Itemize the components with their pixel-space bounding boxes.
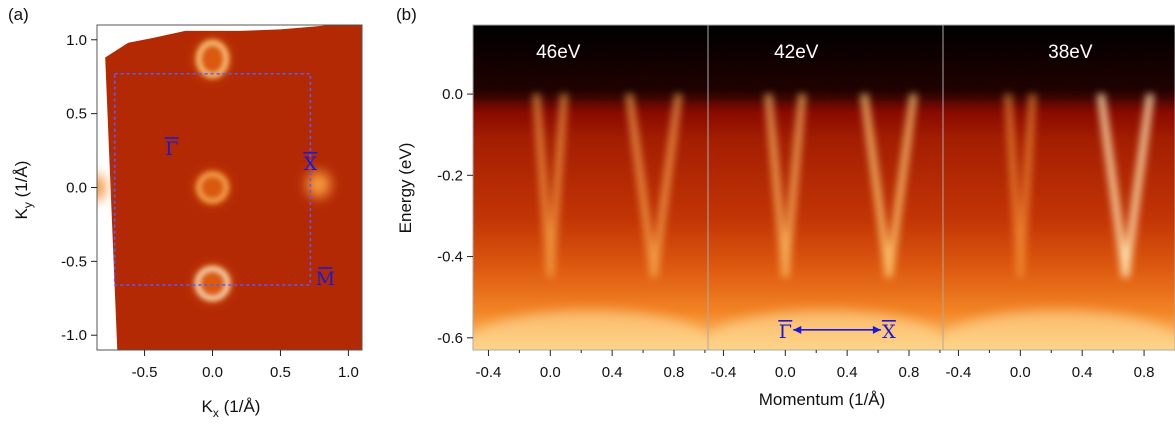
x-tick-label: -0.5 bbox=[132, 364, 158, 381]
fermi-pocket-glow bbox=[196, 172, 229, 203]
fermi-pocket-spot bbox=[306, 171, 331, 198]
path-endpoint-label: X bbox=[882, 321, 896, 343]
x-tick-label: 0.8 bbox=[1134, 364, 1155, 381]
x-tick-label: 0.0 bbox=[775, 364, 796, 381]
x-tick-label: 0.0 bbox=[202, 364, 223, 381]
x-title-unit: (1/Å) bbox=[219, 397, 261, 416]
symmetry-point-label: M bbox=[316, 268, 335, 290]
path-endpoint-label: Γ bbox=[779, 321, 792, 343]
panel-b: 46eV -0.4 0.0 0.4 0.8 42eV -0.4 0.0 0.4 0.8 38eV -0… bbox=[396, 24, 1175, 409]
arpes-subpanels: 46eV -0.4 0.0 0.4 0.8 42eV -0.4 0.0 0.4 0.8 38eV -0… bbox=[472, 24, 1175, 381]
x-tick-label: 0.4 bbox=[837, 364, 858, 381]
arpes-image bbox=[943, 25, 1175, 350]
subpanel-frame bbox=[942, 24, 1175, 351]
arpes-subpanel: 38eV -0.4 0.0 0.4 0.8 bbox=[942, 24, 1175, 381]
y-title-sub: y bbox=[21, 202, 35, 208]
arpes-subpanel: 46eV -0.4 0.0 0.4 0.8 bbox=[472, 24, 709, 381]
arpes-image bbox=[708, 25, 943, 350]
y-tick-label: -1.0 bbox=[61, 327, 87, 344]
y-tick-label: 1.0 bbox=[66, 32, 87, 49]
x-tick-label: 0.4 bbox=[1072, 364, 1093, 381]
x-tick-label: 0.8 bbox=[664, 364, 685, 381]
fermi-pocket-spot bbox=[97, 174, 106, 201]
fermi-surface-features bbox=[97, 40, 331, 301]
fermi-pocket-glow bbox=[195, 266, 230, 301]
x-tick-label: 0.8 bbox=[899, 364, 920, 381]
bottom-glow bbox=[943, 310, 1175, 350]
photon-energy-label: 42eV bbox=[774, 42, 819, 63]
panel-a-label: (a) bbox=[8, 5, 29, 24]
panel-a-x-ticks: -0.5 0.0 0.5 1.0 bbox=[132, 350, 359, 381]
fermi-pocket-ring bbox=[196, 40, 229, 78]
y-tick-label: 0.0 bbox=[442, 86, 463, 103]
symmetry-point-label: X bbox=[304, 153, 318, 175]
brillouin-zone-boundary bbox=[113, 72, 312, 286]
arrow-head-right bbox=[872, 325, 881, 334]
x-tick-label: -0.4 bbox=[476, 364, 502, 381]
x-tick-label: 0.0 bbox=[1010, 364, 1031, 381]
x-tick-label: -0.4 bbox=[946, 364, 972, 381]
symmetry-points: Γ X M bbox=[164, 137, 335, 290]
fermi-pocket-glow bbox=[196, 40, 229, 78]
bottom-glow bbox=[473, 310, 708, 350]
fermi-pocket-ring bbox=[196, 171, 229, 204]
panel-a-x-axis-title: Kx (1/Å) bbox=[202, 397, 261, 420]
x-tick-label: 0.5 bbox=[270, 364, 291, 381]
fermi-pocket-ring bbox=[195, 266, 230, 301]
photon-energy-label: 46eV bbox=[536, 42, 581, 63]
y-tick-label: -0.4 bbox=[437, 249, 463, 266]
y-tick-label: -0.2 bbox=[437, 167, 463, 184]
noise-region bbox=[943, 25, 1175, 101]
panel-a-y-ticks: 1.0 0.5 0.0 -0.5 -1.0 bbox=[61, 32, 97, 344]
x-tick-label: 0.4 bbox=[602, 364, 623, 381]
panel-b-y-axis-title: Energy (eV) bbox=[396, 143, 415, 234]
panel-a-image bbox=[97, 25, 362, 350]
y-tick-label: -0.5 bbox=[61, 253, 87, 270]
photon-energy-label: 38eV bbox=[1048, 42, 1093, 63]
panel-a-y-axis-title: Ky (1/Å) bbox=[12, 161, 35, 220]
noise-region bbox=[473, 25, 708, 101]
symmetry-point-label: Γ bbox=[165, 138, 178, 160]
y-tick-label: -0.6 bbox=[437, 330, 463, 347]
arpes-image bbox=[473, 25, 708, 350]
noise-region bbox=[708, 25, 943, 101]
y-tick-label: 0.0 bbox=[66, 180, 87, 197]
y-title-unit: (1/Å) bbox=[12, 161, 31, 203]
y-tick-label: 0.5 bbox=[66, 106, 87, 123]
arpes-subpanel: 42eV -0.4 0.0 0.4 0.8 bbox=[707, 24, 944, 381]
panel-b-x-axis-title: Momentum (1/Å) bbox=[759, 390, 886, 409]
panel-b-y-ticks: 0.0 -0.2 -0.4 -0.6 bbox=[437, 86, 473, 347]
x-tick-label: -0.4 bbox=[711, 364, 737, 381]
arrow-head-left bbox=[793, 325, 802, 334]
fermi-surface-map bbox=[105, 25, 362, 350]
x-title-main: K bbox=[202, 397, 214, 416]
y-title-main: K bbox=[12, 207, 31, 219]
x-tick-label: 0.0 bbox=[540, 364, 561, 381]
x-title-sub: x bbox=[213, 406, 219, 420]
panel-a: Γ X M -0.5 0.0 0.5 1.0 1.0 0.5 0.0 -0.5 -1.0 Kx (… bbox=[12, 24, 363, 420]
x-tick-label: 1.0 bbox=[338, 364, 359, 381]
panel-b-label: (b) bbox=[396, 5, 417, 24]
